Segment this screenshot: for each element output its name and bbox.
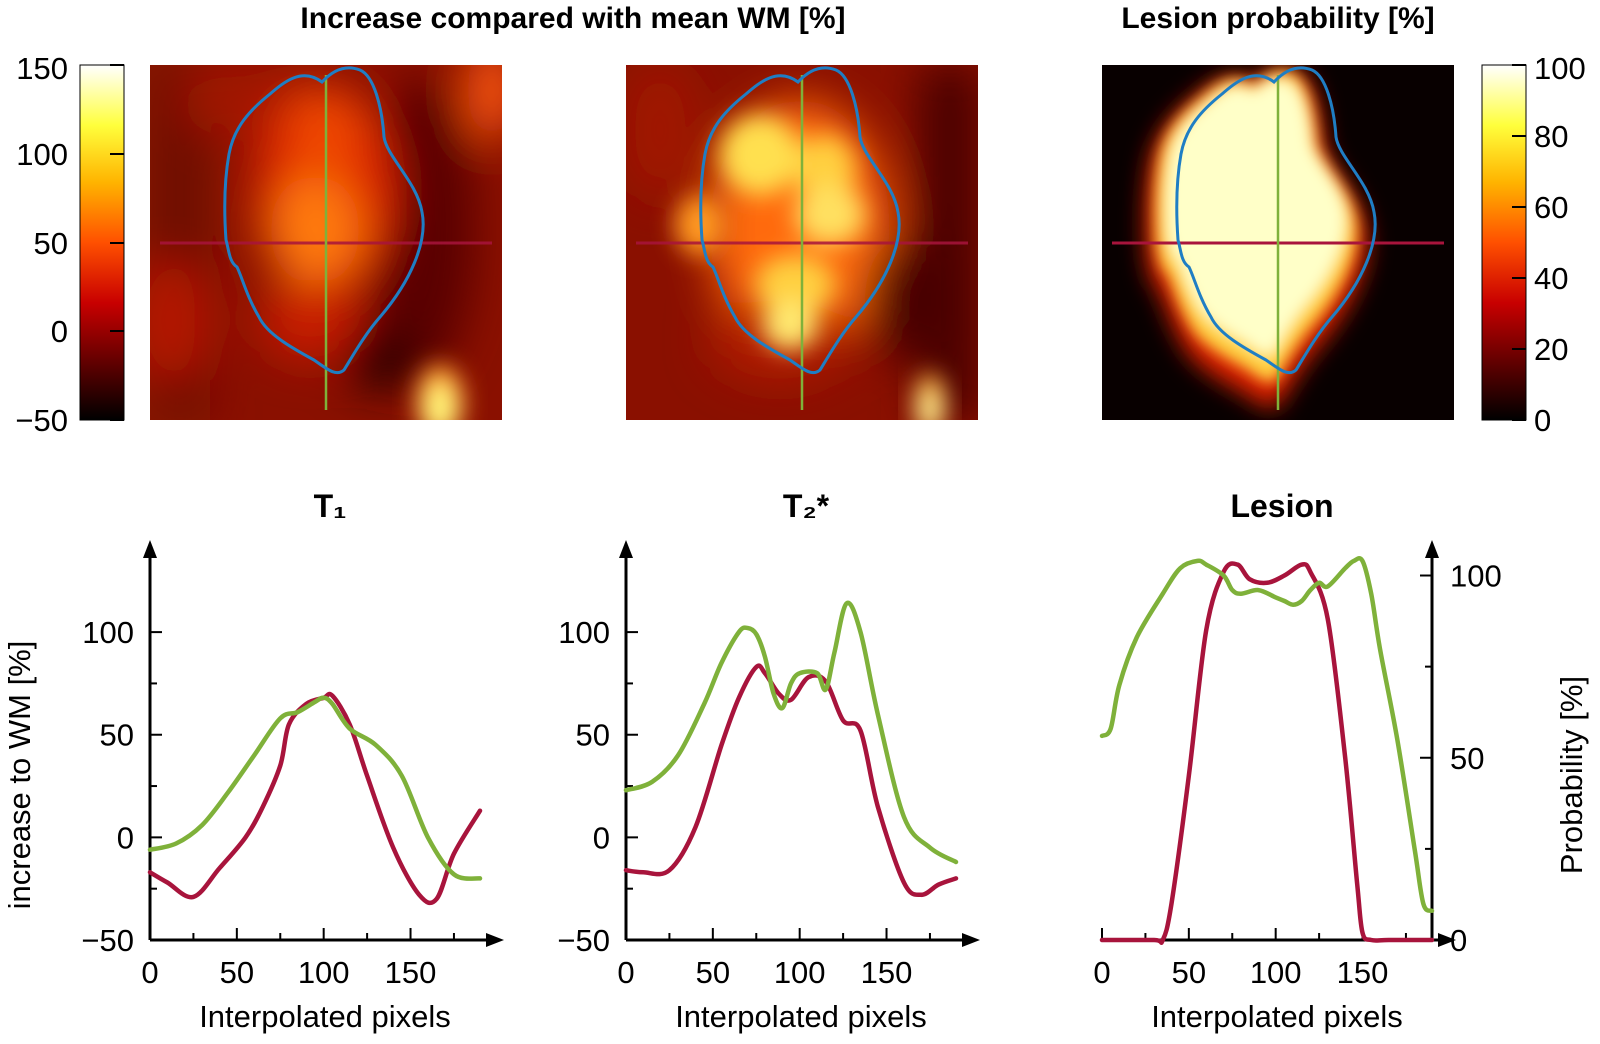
series-line-vertical-profile [147,695,483,881]
heatmap-lesion [1102,65,1454,420]
x-axis-arrow [1438,933,1456,947]
x-axis-label: Interpolated pixels [1151,999,1403,1034]
colorbar-right-tick: 40 [1534,261,1568,296]
x-axis-arrow [486,933,504,947]
x-tick-label: 150 [1337,955,1389,990]
colorbar-right-tick: 80 [1534,119,1568,154]
y-tick-label: 0 [117,820,134,855]
y-axis-arrow [143,540,157,558]
colorbar-right-tick: 60 [1534,190,1568,225]
x-tick-label: 150 [385,955,437,990]
x-tick-label: 0 [617,955,634,990]
x-axis-arrow [962,933,980,947]
colorbar-left-tick: 50 [34,226,68,261]
colorbar-left: 150 100 50 0 −50 [15,51,125,438]
heatmap-t2star [626,65,978,420]
y-tick-label: 0 [1450,923,1467,958]
x-tick-label: 0 [1093,955,1110,990]
colorbar-right: 100 80 60 40 20 0 [1481,51,1586,438]
colorbar-left-tick: 0 [51,314,68,349]
x-tick-label: 100 [298,955,350,990]
series-line-horizontal-profile [147,691,483,906]
series-line-horizontal-profile [1099,561,1435,945]
x-tick-label: 0 [141,955,158,990]
y-tick-label: 100 [82,615,134,650]
y-axis-label: increase to WM [%] [2,641,37,910]
colorbar-right-tick: 100 [1534,51,1586,86]
y-tick-label: −50 [557,923,610,958]
heatmap-t1 [150,65,502,420]
title-lesion-probability: Lesion probability [%] [1121,2,1434,35]
plot-title: Lesion [1230,488,1333,524]
colorbar-right-tick: 0 [1534,403,1551,438]
y-tick-label: 0 [593,820,610,855]
y-tick-label: −50 [81,923,134,958]
y-tick-label: 50 [576,718,610,753]
x-tick-label: 50 [696,955,730,990]
x-tick-label: 100 [774,955,826,990]
y-tick-label: 50 [1450,741,1484,776]
x-tick-label: 150 [861,955,913,990]
plot-title: T₂* [783,488,830,524]
title-increase-wm: Increase compared with mean WM [%] [300,2,845,35]
y-axis-arrow [619,540,633,558]
colorbar-left-tick: 100 [16,137,68,172]
x-tick-label: 50 [220,955,254,990]
line-plot-lesion: Lesion 0 50 100 150 0 50 100 Interpolated pixels… [1093,488,1589,1034]
x-axis-label: Interpolated pixels [199,999,451,1034]
y-tick-label: 50 [100,718,134,753]
y-axis-label: Probability [%] [1554,676,1589,874]
x-tick-label: 100 [1250,955,1302,990]
colorbar-left-tick: −50 [15,403,68,438]
y-axis-arrow [1425,540,1439,558]
series-line-vertical-profile [1099,556,1435,914]
series-line-horizontal-profile [623,663,959,898]
series-line-vertical-profile [623,600,959,865]
y-tick-label: 100 [1450,559,1502,594]
plot-title: T₁ [314,488,347,524]
colorbar-left-tick: 150 [16,51,68,86]
x-axis-label: Interpolated pixels [675,999,927,1034]
colorbar-right-tick: 20 [1534,332,1568,367]
x-tick-label: 50 [1172,955,1206,990]
y-tick-label: 100 [558,615,610,650]
